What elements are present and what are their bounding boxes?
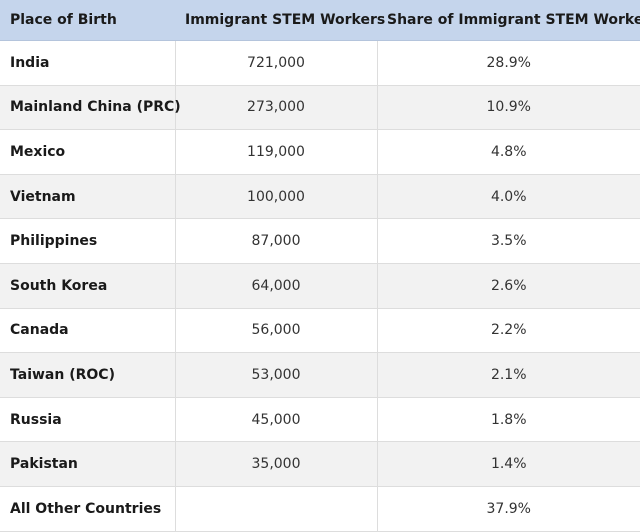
cell-share: 4.0% [377,174,640,220]
cell-workers: 100,000 [175,174,378,220]
cell-share: 3.5% [377,218,640,264]
cell-workers: 45,000 [175,397,378,443]
table-row: Canada 56,000 2.2% [0,308,640,354]
cell-share: 2.2% [377,308,640,354]
cell-country: Mainland China (PRC) [0,85,181,131]
cell-share: 1.4% [377,441,640,487]
cell-share: 37.9% [377,486,640,532]
cell-share: 10.9% [377,85,640,131]
table-row: Philippines 87,000 3.5% [0,218,640,264]
table-row: Mexico 119,000 4.8% [0,129,640,175]
cell-country: Vietnam [0,174,176,220]
cell-share: 1.8% [377,397,640,443]
cell-country: Canada [0,308,176,354]
cell-country: India [0,40,176,86]
cell-country: Pakistan [0,441,176,487]
cell-workers: 87,000 [175,218,378,264]
cell-workers: 53,000 [175,352,378,398]
cell-share: 2.6% [377,263,640,309]
header-immigrant-stem-workers: Immigrant STEM Workers [175,0,385,41]
cell-country: South Korea [0,263,176,309]
table-row: All Other Countries 37.9% [0,486,640,532]
cell-workers: 119,000 [175,129,378,175]
cell-share: 28.9% [377,40,640,86]
cell-workers: 56,000 [175,308,378,354]
table-header-row: Place of Birth Immigrant STEM Workers Sh… [0,0,640,41]
cell-workers [175,486,378,532]
cell-country: Russia [0,397,176,443]
table-row: South Korea 64,000 2.6% [0,263,640,309]
cell-workers: 35,000 [175,441,378,487]
table-row: Russia 45,000 1.8% [0,397,640,443]
table-row: India 721,000 28.9% [0,40,640,86]
cell-country: Mexico [0,129,176,175]
cell-share: 2.1% [377,352,640,398]
cell-workers: 273,000 [175,85,378,131]
table-row: Pakistan 35,000 1.4% [0,441,640,487]
cell-country: Philippines [0,218,176,264]
table-row: Vietnam 100,000 4.0% [0,174,640,220]
table-row: Taiwan (ROC) 53,000 2.1% [0,352,640,398]
cell-workers: 64,000 [175,263,378,309]
table-row: Mainland China (PRC) 273,000 10.9% [0,85,640,131]
cell-country: All Other Countries [0,486,176,532]
header-place-of-birth: Place of Birth [0,0,175,41]
cell-share: 4.8% [377,129,640,175]
cell-country: Taiwan (ROC) [0,352,176,398]
header-share-of-immigrant-stem-workers: Share of Immigrant STEM Workers [377,0,640,41]
cell-workers: 721,000 [175,40,378,86]
